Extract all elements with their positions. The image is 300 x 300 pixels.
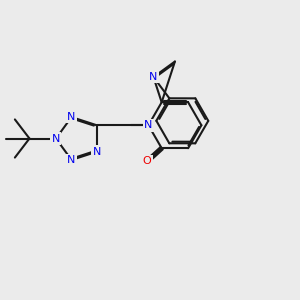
Text: N: N [67,155,76,165]
Text: N: N [67,112,76,122]
Text: O: O [143,156,152,167]
Text: N: N [144,120,153,130]
Text: N: N [149,72,158,82]
Text: N: N [92,147,101,157]
Text: N: N [52,134,60,143]
